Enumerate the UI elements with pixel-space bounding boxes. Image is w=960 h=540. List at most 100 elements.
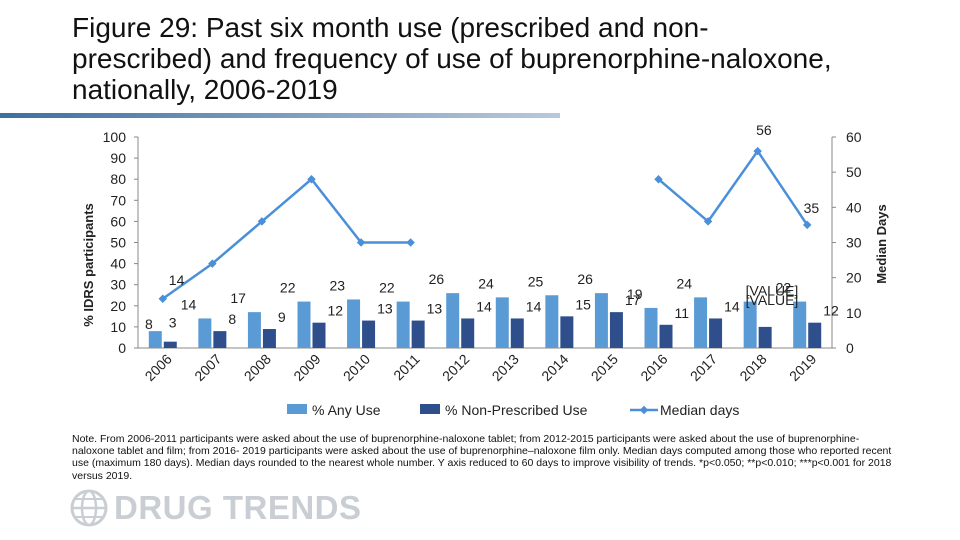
median-days-point [356, 238, 366, 247]
data-label-any-use: 17 [230, 290, 246, 306]
left-tick-label: 70 [110, 192, 126, 208]
bar-any-use [247, 312, 261, 348]
bar-non-prescribed [510, 318, 524, 348]
data-label-non-prescribed: 12 [823, 303, 839, 319]
legend-any-use-swatch [287, 404, 307, 414]
median-days-line [162, 177, 411, 300]
data-label-any-use: [VALUE] [746, 283, 799, 299]
right-tick-label: 0 [846, 340, 854, 356]
legend-any-use-label: % Any Use [312, 402, 381, 418]
legend-non-prescribed-label: % Non-Prescribed Use [445, 402, 588, 418]
x-tick-label: 2014 [538, 351, 571, 384]
median-days-point [307, 174, 316, 184]
right-tick-label: 50 [846, 164, 862, 180]
bar-non-prescribed [461, 318, 475, 348]
data-label-non-prescribed: 15 [575, 296, 591, 312]
data-label-any-use: 26 [577, 271, 593, 287]
bar-non-prescribed [411, 320, 425, 348]
bar-non-prescribed [709, 318, 723, 348]
legend-non-prescribed-swatch [420, 404, 440, 414]
left-tick-label: 20 [110, 298, 126, 314]
x-tick-label: 2008 [241, 351, 274, 384]
chart-note: Note. From 2006-2011 participants were a… [72, 433, 892, 482]
bar-non-prescribed [163, 341, 177, 348]
bar-non-prescribed [362, 320, 376, 348]
data-label-any-use: 24 [676, 275, 692, 291]
bar-non-prescribed [262, 329, 276, 348]
data-label-non-prescribed: 14 [476, 298, 492, 314]
data-label-non-prescribed: [VALUE] [746, 292, 799, 308]
median-days-point [257, 217, 267, 226]
data-label-non-prescribed: 14 [526, 298, 542, 314]
bar-any-use [396, 301, 410, 348]
left-tick-label: 100 [103, 129, 127, 145]
data-label-any-use: 8 [145, 316, 153, 332]
data-label-median-days: 14 [169, 272, 185, 288]
title-underline [0, 113, 560, 118]
bar-any-use [297, 301, 311, 348]
bar-any-use [793, 301, 807, 348]
data-label-non-prescribed: 8 [228, 311, 236, 327]
data-label-non-prescribed: 17 [625, 292, 641, 308]
y2-axis-title: Median Days [874, 204, 889, 283]
data-label-non-prescribed: 11 [675, 305, 690, 321]
legend-median-days-label: Median days [660, 402, 739, 418]
bar-non-prescribed [609, 312, 623, 348]
x-tick-label: 2017 [687, 351, 720, 384]
globe-icon [70, 489, 108, 527]
data-label-any-use: 14 [181, 296, 197, 312]
bar-any-use [148, 331, 162, 348]
left-tick-label: 40 [110, 256, 126, 272]
x-tick-label: 2011 [390, 351, 423, 384]
x-tick-label: 2016 [637, 351, 670, 384]
data-label-any-use: 23 [329, 277, 345, 293]
y-axis-title: % IDRS participants [81, 203, 96, 327]
data-label-non-prescribed: 13 [377, 301, 393, 317]
x-tick-label: 2010 [340, 351, 373, 384]
data-label-any-use: 26 [429, 271, 445, 287]
x-tick-label: 2018 [736, 351, 769, 384]
left-tick-label: 0 [118, 340, 126, 356]
right-tick-label: 60 [846, 129, 862, 145]
left-tick-label: 50 [110, 235, 126, 251]
bar-non-prescribed [213, 331, 227, 348]
data-label-any-use: 19 [627, 286, 643, 302]
data-label-non-prescribed: 13 [427, 301, 443, 317]
median-days-point [406, 238, 415, 247]
bar-any-use [694, 297, 708, 348]
data-label-any-use: 24 [478, 275, 494, 291]
bar-any-use [594, 293, 608, 348]
bar-non-prescribed [758, 326, 772, 348]
data-label-non-prescribed: 9 [278, 309, 286, 325]
left-tick-label: 10 [110, 319, 126, 335]
x-tick-label: 2015 [588, 351, 621, 384]
bar-any-use [545, 295, 559, 348]
median-days-line [657, 148, 809, 226]
bar-non-prescribed [808, 322, 822, 348]
bar-any-use [198, 318, 212, 348]
data-label-any-use: 22 [776, 280, 792, 296]
right-tick-label: 20 [846, 270, 862, 286]
bar-non-prescribed [659, 324, 673, 348]
bar-any-use [347, 299, 361, 348]
left-tick-label: 80 [110, 171, 126, 187]
drug-trends-logo: DRUG TRENDS [70, 488, 362, 528]
data-label-any-use: 25 [528, 273, 544, 289]
median-days-point [208, 259, 217, 268]
x-tick-label: 2006 [142, 351, 175, 384]
chart-title: Figure 29: Past six month use (prescribe… [72, 12, 832, 105]
bar-any-use [743, 301, 757, 348]
data-label-median-days: 56 [756, 122, 772, 138]
right-tick-label: 40 [846, 199, 862, 215]
bar-any-use [446, 293, 460, 348]
logo-text: DRUG TRENDS [114, 489, 362, 526]
left-tick-label: 30 [110, 277, 126, 293]
data-label-any-use: 22 [379, 280, 395, 296]
bar-any-use [644, 307, 658, 348]
x-tick-label: 2013 [489, 351, 522, 384]
bar-any-use [495, 297, 509, 348]
data-label-median-days: 35 [804, 200, 820, 216]
right-tick-label: 30 [846, 235, 862, 251]
right-tick-label: 10 [846, 305, 862, 321]
bar-non-prescribed [560, 316, 574, 348]
